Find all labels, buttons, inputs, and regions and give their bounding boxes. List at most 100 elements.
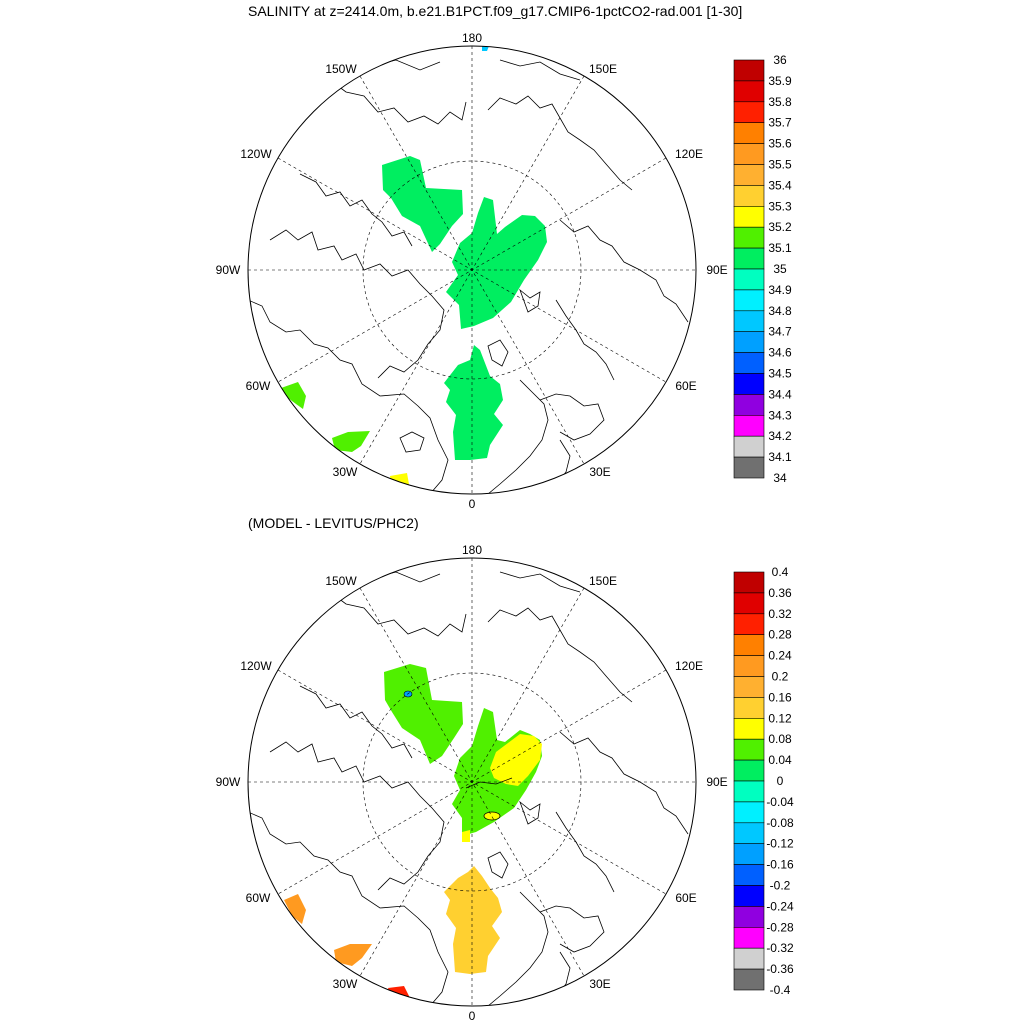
colorbar-tick-label: -0.32 (766, 941, 794, 955)
longitude-labels-bottom: 180 150E 120E 90E 60E 30E 0 30W 60W 90W … (216, 543, 728, 1023)
diff-patch-atlantic (388, 986, 410, 1000)
lon-label-90e: 90E (706, 775, 727, 789)
colorbar-tick-label: 35.4 (768, 178, 792, 192)
colorbar-box (733, 394, 765, 416)
lon-label-0: 0 (469, 1009, 476, 1023)
colorbar-box (733, 947, 765, 970)
colorbar-box (733, 843, 765, 865)
colorbar-tick-label: 0.28 (768, 628, 792, 642)
colorbar-box (733, 268, 765, 291)
diff-patch-nordic (444, 866, 502, 974)
difference-map: 180 150E 120E 90E 60E 30E 0 30W 60W 90W … (216, 543, 728, 1023)
lon-label-90e: 90E (706, 263, 727, 277)
colorbar-tick-label: 35.8 (768, 95, 792, 109)
colorbar-tick-label: 34.9 (768, 283, 792, 297)
field-patch-pacific (482, 46, 489, 51)
colorbar-tick-label: 0.4 (772, 565, 789, 579)
colorbar-box (733, 801, 765, 824)
colorbar-tick-label: 0.24 (768, 649, 792, 663)
colorbar-tick-label: -0.04 (766, 795, 794, 809)
field-patch-canada-basin (382, 156, 463, 252)
colorbar-tick-label: -0.4 (770, 983, 791, 997)
colorbar-box (733, 592, 765, 615)
diff-patch-eurasian-yellow (490, 734, 542, 786)
lon-label-150e: 150E (589, 574, 617, 588)
colorbar-box (733, 164, 765, 186)
colorbar-box (733, 655, 765, 677)
colorbar-tick-label: 35.2 (768, 220, 792, 234)
colorbar-box (733, 185, 765, 207)
colorbar-box (733, 80, 765, 103)
lon-label-0: 0 (469, 497, 476, 511)
colorbar-difference: 0.4 0.36 0.32 0.28 0.24 0.2 0.16 0.12 0.08 0.04 0 -… (733, 565, 794, 997)
field-patch-labrador (281, 382, 306, 409)
colorbar-box (733, 101, 765, 124)
difference-field (248, 558, 696, 1006)
colorbar-box (733, 352, 765, 374)
colorbar-tick-label: 35.9 (768, 74, 792, 88)
colorbar-tick-label: 34.4 (768, 387, 792, 401)
colorbar-box (733, 634, 765, 656)
salinity-map: 180 150E 120E 90E 60E 30E 0 30W 60W 90W … (216, 31, 728, 511)
colorbar-box (733, 456, 765, 479)
colorbar-box (733, 885, 765, 907)
lon-label-120w: 120W (240, 147, 272, 161)
lon-label-30w: 30W (333, 465, 358, 479)
lon-label-150e: 150E (589, 62, 617, 76)
colorbar-tick-label: -0.08 (766, 816, 794, 830)
colorbar-box (733, 206, 765, 228)
lon-label-60e: 60E (675, 891, 696, 905)
colorbar-box (733, 968, 765, 991)
diff-patch-irminger (334, 944, 372, 966)
colorbar-box (733, 226, 765, 249)
colorbar-tick-label: 34.6 (768, 346, 792, 360)
map-boundary-bottom (247, 557, 697, 1007)
colorbar-tick-label: 0.2 (772, 670, 789, 684)
lon-label-120e: 120E (675, 659, 703, 673)
colorbar-box (733, 373, 765, 395)
colorbar-box (733, 717, 765, 740)
colorbar-tick-label: 36 (773, 53, 787, 67)
colorbar-box (733, 143, 765, 165)
colorbar-tick-label: 35.6 (768, 137, 792, 151)
colorbar-box (733, 780, 765, 803)
lon-label-60w: 60W (246, 379, 271, 393)
diff-patch-labrador (284, 894, 306, 924)
colorbar-box (733, 289, 765, 312)
colorbar-tick-label: 34.7 (768, 325, 792, 339)
colorbar-tick-label: 35.5 (768, 158, 792, 172)
map-boundary (247, 45, 697, 495)
lon-label-150w: 150W (325, 574, 357, 588)
lon-label-90w: 90W (216, 263, 241, 277)
graticule-bottom (248, 558, 696, 1006)
colorbar-box (733, 122, 765, 144)
graticule (248, 46, 696, 494)
lon-label-120e: 120E (675, 147, 703, 161)
lon-label-30e: 30E (589, 465, 610, 479)
colorbar-tick-label: 0.36 (768, 586, 792, 600)
diff-patch-fram (462, 830, 470, 842)
field-patch-eurasian-basin (446, 197, 547, 329)
colorbar-tick-label: 0.08 (768, 732, 792, 746)
diff-contour-ring (483, 811, 501, 821)
colorbar-tick-label: -0.12 (766, 837, 794, 851)
colorbar-tick-label: 35.1 (768, 241, 792, 255)
colorbar-tick-label: 34.5 (768, 367, 792, 381)
field-patch-irminger (332, 431, 370, 452)
longitude-labels: 180 150E 120E 90E 60E 30E 0 30W 60W 90W … (216, 31, 728, 511)
colorbar-box (733, 697, 765, 719)
lon-label-120w: 120W (240, 659, 272, 673)
colorbar-tick-label: 0.04 (768, 753, 792, 767)
colorbar-box (733, 414, 765, 437)
colorbar-tick-label: 0.16 (768, 690, 792, 704)
colorbar-tick-label: 35 (773, 262, 787, 276)
lon-label-60w: 60W (246, 891, 271, 905)
colorbar-tick-label: 0.12 (768, 711, 792, 725)
salinity-field (248, 46, 696, 494)
colorbar-tick-label: 34 (773, 471, 787, 485)
colorbar-box (733, 571, 765, 594)
colorbar-tick-label: 34.8 (768, 304, 792, 318)
colorbar-tick-label: -0.28 (766, 920, 794, 934)
colorbar-box (733, 822, 765, 844)
